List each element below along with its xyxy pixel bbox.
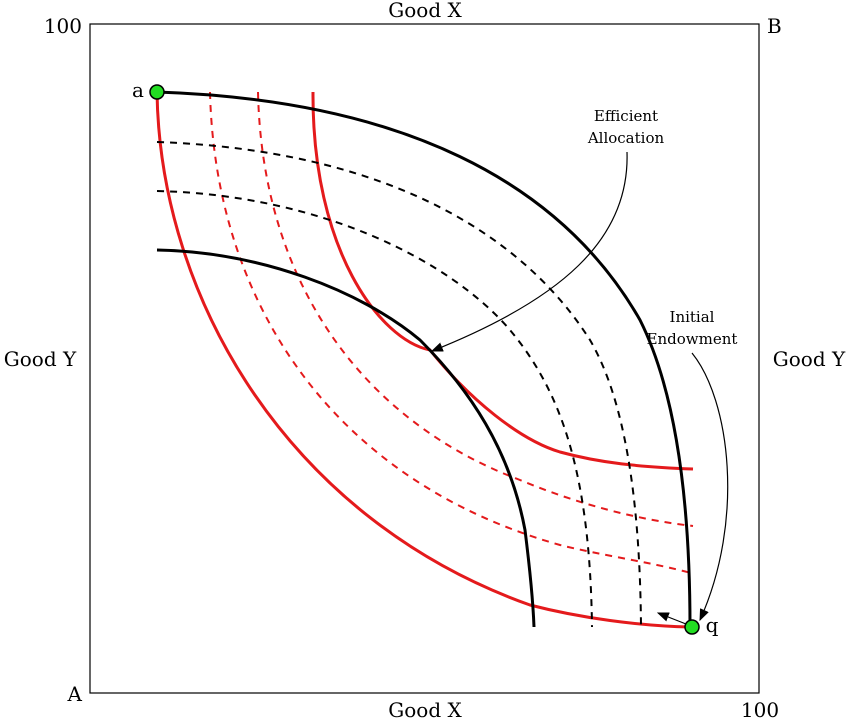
black-indifference-curve-outer bbox=[156, 90, 692, 628]
axis-label-bottom: Good X bbox=[388, 698, 462, 720]
endowment-small-arrow bbox=[656, 612, 687, 625]
edgeworth-box-frame bbox=[89, 23, 760, 694]
corner-label-top-right: B bbox=[767, 14, 782, 38]
efficient-allocation-arrow bbox=[430, 151, 628, 352]
initial-endowment-label-line2: Endowment bbox=[647, 330, 738, 348]
black-dashed-curve-1 bbox=[156, 141, 642, 628]
efficient-allocation-label-line2: Allocation bbox=[587, 129, 665, 147]
black-indifference-curve-efficient bbox=[156, 248, 536, 628]
red-dashed-curve-2 bbox=[257, 91, 694, 527]
corner-label-bottom-right: 100 bbox=[741, 698, 779, 720]
efficient-allocation-label-line1: Efficient bbox=[594, 107, 658, 125]
red-dashed-curve-1 bbox=[209, 91, 692, 574]
point-a-marker bbox=[149, 84, 165, 100]
red-indifference-curve-outer bbox=[155, 91, 691, 629]
red-indifference-curve-efficient bbox=[311, 91, 694, 471]
axis-label-left: Good Y bbox=[4, 347, 77, 371]
black-dashed-curve-2 bbox=[156, 190, 593, 628]
initial-endowment-arrow bbox=[691, 352, 729, 622]
point-q-label: q bbox=[706, 613, 719, 637]
initial-endowment-label-line1: Initial bbox=[670, 308, 715, 326]
corner-label-top-left: 100 bbox=[44, 14, 82, 38]
point-a-label: a bbox=[132, 78, 144, 102]
point-q-marker bbox=[684, 619, 700, 635]
corner-label-bottom-left: A bbox=[67, 682, 83, 706]
axis-label-right: Good Y bbox=[773, 347, 846, 371]
axis-label-top: Good X bbox=[388, 0, 462, 22]
